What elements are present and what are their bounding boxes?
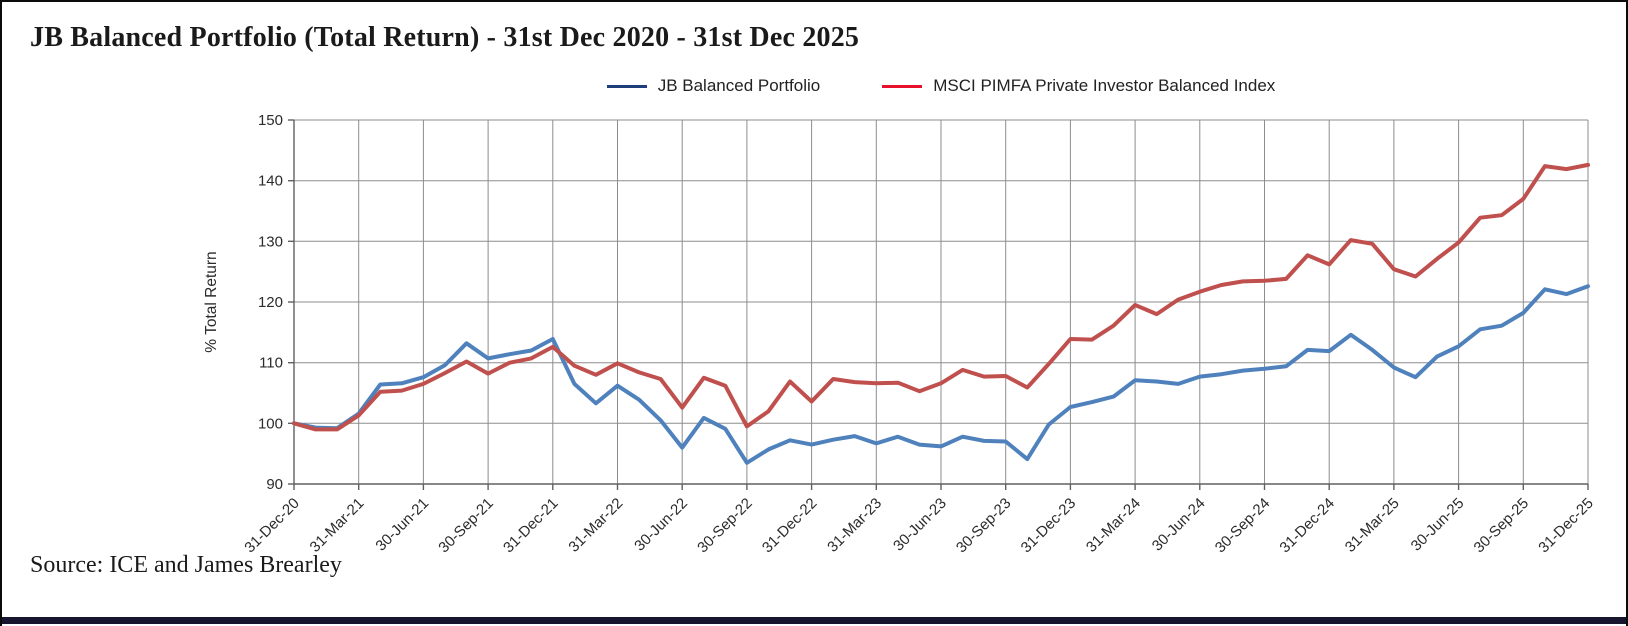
x-tick-label: 30-Jun-22	[631, 495, 691, 555]
x-tick-label: 31-Mar-21	[307, 495, 368, 556]
y-axis-title: % Total Return	[203, 251, 220, 352]
bottom-accent-bar	[2, 617, 1626, 624]
x-tick-label: 31-Dec-25	[1535, 495, 1597, 557]
legend-label-jb-balanced-portfolio: JB Balanced Portfolio	[657, 76, 821, 95]
series-line	[292, 284, 1590, 465]
y-tick-label: 130	[258, 233, 283, 250]
x-tick-label: 31-Mar-22	[565, 495, 626, 556]
x-tick-label: 30-Jun-23	[890, 495, 950, 555]
source-note: Source: ICE and James Brearley	[30, 552, 342, 578]
x-tick-label: 31-Dec-24	[1276, 495, 1338, 557]
x-tick-label: 30-Sep-24	[1212, 495, 1274, 557]
y-tick-label: 150	[258, 112, 283, 129]
x-tick-label: 30-Sep-21	[435, 495, 497, 557]
y-tick-label: 140	[258, 173, 283, 190]
legend-item-jb-balanced-portfolio: JB Balanced Portfolio	[606, 76, 821, 96]
series-line	[292, 162, 1590, 432]
x-tick-label: 31-Dec-21	[500, 495, 562, 557]
legend-item-msci-pimfa-index: MSCI PIMFA Private Investor Balanced Ind…	[882, 76, 1275, 96]
x-tick-label: 31-Dec-20	[241, 495, 303, 557]
x-tick-label: 31-Mar-24	[1083, 495, 1144, 556]
x-tick-label: 30-Sep-25	[1471, 495, 1533, 557]
legend-line-swatch-blue-icon	[606, 84, 647, 88]
x-tick-label: 30-Sep-22	[694, 495, 756, 557]
y-tick-label: 90	[266, 476, 283, 493]
x-tick-label: 30-Jun-25	[1408, 495, 1468, 555]
y-tick-label: 110	[259, 355, 283, 372]
legend-line-swatch-red-icon	[882, 84, 923, 88]
x-tick-label: 30-Jun-24	[1149, 495, 1209, 555]
y-tick-label: 120	[258, 294, 283, 311]
x-tick-label: 30-Jun-21	[372, 495, 432, 555]
x-tick-label: 31-Dec-22	[759, 495, 821, 557]
x-tick-label: 31-Mar-25	[1342, 495, 1403, 556]
y-tick-label: 100	[258, 415, 283, 432]
x-tick-label: 30-Sep-23	[953, 495, 1015, 557]
x-tick-label: 31-Dec-23	[1018, 495, 1080, 557]
legend-label-msci-pimfa-index: MSCI PIMFA Private Investor Balanced Ind…	[933, 76, 1276, 95]
x-tick-label: 31-Mar-23	[824, 495, 885, 556]
chart-title: JB Balanced Portfolio (Total Return) - 3…	[30, 22, 860, 53]
chart-legend: JB Balanced Portfolio MSCI PIMFA Private…	[294, 76, 1588, 96]
